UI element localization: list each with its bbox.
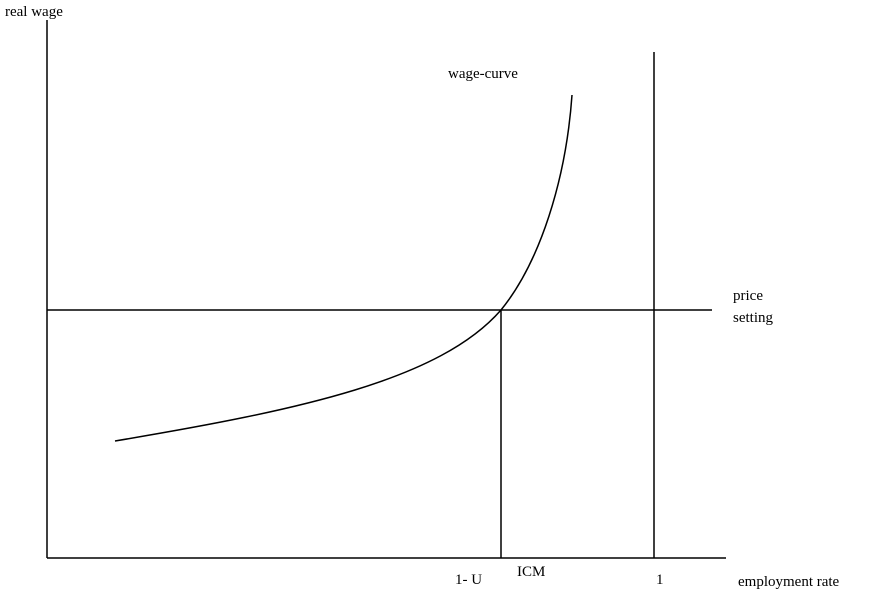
x-axis-label: employment rate bbox=[738, 574, 840, 590]
equilibrium-superscript: ICM bbox=[517, 564, 545, 580]
full-employment-label: 1 bbox=[656, 572, 664, 588]
price-setting-label: setting bbox=[733, 310, 773, 326]
wage-curve-label: wage-curve bbox=[448, 66, 518, 82]
y-axis-label: real wage bbox=[5, 4, 63, 20]
wage-curve bbox=[114, 94, 573, 442]
equilibrium-label: 1- U bbox=[455, 572, 482, 588]
price-setting-label: price bbox=[733, 288, 763, 304]
